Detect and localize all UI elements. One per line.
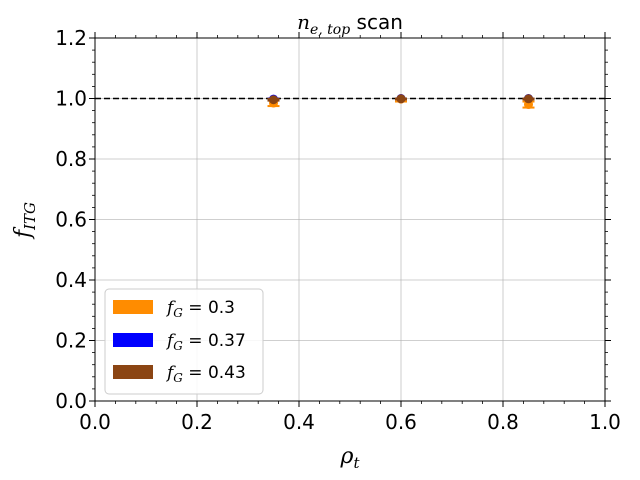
y-axis-label-sub: ITG bbox=[21, 202, 39, 231]
x-tick-label-5: 1.0 bbox=[589, 410, 621, 434]
y-tick-label-1: 0.2 bbox=[55, 329, 87, 353]
legend-label-1: fG = 0.37 bbox=[165, 331, 246, 353]
legend-label-2-main: f bbox=[165, 363, 176, 383]
chart-title-main: n bbox=[297, 10, 310, 34]
legend-label-2: fG = 0.43 bbox=[165, 363, 246, 385]
x-tick-label-3: 0.6 bbox=[385, 410, 417, 434]
x-axis-label-sub: t bbox=[353, 454, 360, 472]
y-tick-label-2: 0.4 bbox=[55, 268, 87, 292]
legend-entry-1: fG = 0.37 bbox=[113, 331, 246, 353]
legend-entry-2: fG = 0.43 bbox=[113, 363, 246, 385]
legend-swatch-1 bbox=[113, 333, 153, 347]
chart-title-sub: e, top bbox=[310, 22, 350, 38]
legend-label-2-value: = 0.43 bbox=[183, 363, 246, 383]
x-axis-label-main: ρ bbox=[340, 444, 354, 469]
legend-label-0-sub: G bbox=[173, 306, 183, 320]
legend-label-0-value: = 0.3 bbox=[183, 298, 235, 318]
y-tick-label-4: 0.8 bbox=[55, 147, 87, 171]
legend: fG = 0.3 fG = 0.37 fG = 0.43 bbox=[104, 288, 264, 395]
legend-label-2-sub: G bbox=[173, 371, 183, 385]
x-tick-label-2: 0.4 bbox=[283, 410, 315, 434]
axis-ticks: 0.0 0.2 0.4 0.6 0.8 1.0 0.0 0.2 0.4 0.6 0.8 1.0 1.2 bbox=[55, 26, 621, 434]
data-point-2-2 bbox=[524, 94, 533, 104]
legend-swatch-0 bbox=[113, 300, 153, 314]
legend-label-1-main: f bbox=[165, 331, 176, 351]
x-tick-label-0: 0.0 bbox=[79, 410, 111, 434]
legend-label-1-value: = 0.37 bbox=[183, 331, 246, 351]
chart-title: ne, top scan bbox=[297, 10, 403, 38]
legend-label-1-sub: G bbox=[173, 339, 183, 353]
y-tick-label-5: 1.0 bbox=[55, 87, 87, 111]
chart-title-suffix: scan bbox=[350, 10, 403, 34]
data-point-2-1 bbox=[396, 94, 406, 104]
x-axis-label: ρt bbox=[340, 444, 361, 472]
data-points bbox=[267, 94, 535, 110]
legend-swatch-2 bbox=[113, 365, 153, 379]
legend-entry-0: fG = 0.3 bbox=[113, 298, 235, 320]
x-tick-label-4: 0.8 bbox=[487, 410, 519, 434]
y-tick-label-0: 0.0 bbox=[55, 389, 87, 413]
x-tick-label-1: 0.2 bbox=[181, 410, 213, 434]
y-tick-label-6: 1.2 bbox=[55, 26, 87, 50]
data-point-2-0 bbox=[269, 95, 278, 105]
legend-label-0-main: f bbox=[165, 298, 176, 318]
y-tick-label-3: 0.6 bbox=[55, 208, 87, 232]
legend-label-0: fG = 0.3 bbox=[165, 298, 235, 320]
